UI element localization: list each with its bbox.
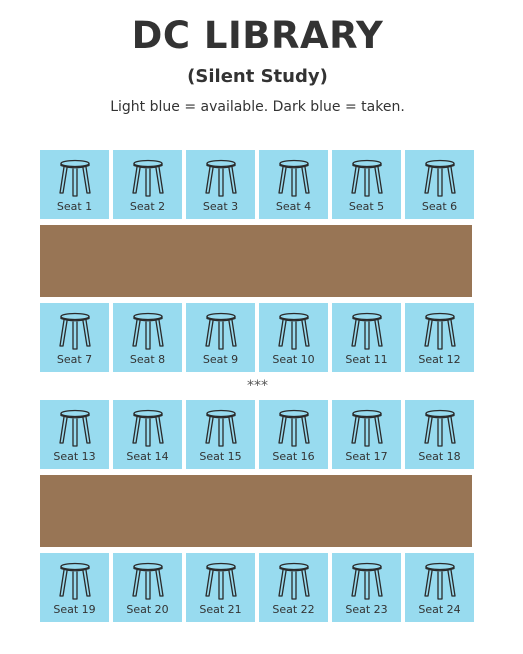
seat-label: Seat 1 — [56, 200, 93, 213]
seat-label: Seat 23 — [345, 603, 388, 616]
seat-button[interactable]: Seat 10 — [259, 303, 328, 372]
legend-text: Light blue = available. Dark blue = take… — [110, 99, 405, 115]
seat-label: Seat 7 — [56, 353, 93, 366]
seat-button[interactable]: Seat 14 — [113, 400, 182, 469]
seat-label: Seat 10 — [272, 353, 315, 366]
seat-button[interactable]: Seat 22 — [259, 553, 328, 622]
seat-label: Seat 18 — [418, 450, 461, 463]
seat-button[interactable]: Seat 19 — [40, 553, 109, 622]
seat-label: Seat 22 — [272, 603, 315, 616]
seat-button[interactable]: Seat 12 — [405, 303, 474, 372]
seat-button[interactable]: Seat 6 — [405, 150, 474, 219]
seat-button[interactable]: Seat 21 — [186, 553, 255, 622]
seat-button[interactable]: Seat 16 — [259, 400, 328, 469]
seat-button[interactable]: Seat 3 — [186, 150, 255, 219]
seat-label: Seat 4 — [275, 200, 312, 213]
seat-button[interactable]: Seat 20 — [113, 553, 182, 622]
seat-label: Seat 6 — [421, 200, 458, 213]
seat-label: Seat 11 — [345, 353, 388, 366]
seat-button[interactable]: Seat 15 — [186, 400, 255, 469]
seat-button[interactable]: Seat 11 — [332, 303, 401, 372]
seat-button[interactable]: Seat 24 — [405, 553, 474, 622]
seat-button[interactable]: Seat 1 — [40, 150, 109, 219]
seat-label: Seat 21 — [199, 603, 242, 616]
seat-label: Seat 5 — [348, 200, 385, 213]
seat-label: Seat 14 — [126, 450, 169, 463]
seat-button[interactable]: Seat 18 — [405, 400, 474, 469]
seat-label: Seat 16 — [272, 450, 315, 463]
seat-label: Seat 9 — [202, 353, 239, 366]
seat-label: Seat 19 — [53, 603, 96, 616]
section-separator: *** — [247, 378, 268, 394]
page-title: DC LIBRARY — [131, 14, 384, 57]
seat-label: Seat 17 — [345, 450, 388, 463]
seat-row-1: Seat 1 Seat 2 Seat 3 Seat 4 Seat 5 Seat 6 — [40, 150, 474, 219]
page-subtitle: (Silent Study) — [187, 66, 328, 87]
seat-row-2: Seat 7 Seat 8 Seat 9 Seat 10 Seat 11 Seat 12 — [40, 303, 474, 372]
study-table-2 — [40, 475, 472, 547]
seat-button[interactable]: Seat 2 — [113, 150, 182, 219]
seat-label: Seat 3 — [202, 200, 239, 213]
seat-button[interactable]: Seat 13 — [40, 400, 109, 469]
seat-row-4: Seat 19 Seat 20 Seat 21 Seat 22 Seat 23 Seat … — [40, 553, 474, 622]
seat-label: Seat 15 — [199, 450, 242, 463]
seat-button[interactable]: Seat 9 — [186, 303, 255, 372]
seat-label: Seat 13 — [53, 450, 96, 463]
seat-button[interactable]: Seat 8 — [113, 303, 182, 372]
seat-row-3: Seat 13 Seat 14 Seat 15 Seat 16 Seat 17 Seat … — [40, 400, 474, 469]
seat-button[interactable]: Seat 23 — [332, 553, 401, 622]
seat-label: Seat 20 — [126, 603, 169, 616]
seat-button[interactable]: Seat 7 — [40, 303, 109, 372]
seat-label: Seat 2 — [129, 200, 166, 213]
seat-label: Seat 8 — [129, 353, 166, 366]
seat-label: Seat 12 — [418, 353, 461, 366]
seat-button[interactable]: Seat 5 — [332, 150, 401, 219]
study-table-1 — [40, 225, 472, 297]
seat-label: Seat 24 — [418, 603, 461, 616]
seat-button[interactable]: Seat 4 — [259, 150, 328, 219]
seat-button[interactable]: Seat 17 — [332, 400, 401, 469]
